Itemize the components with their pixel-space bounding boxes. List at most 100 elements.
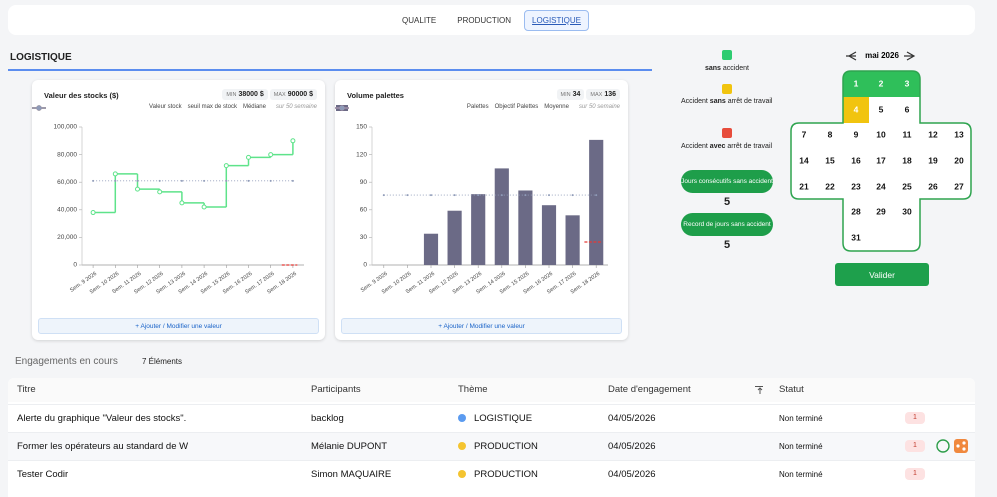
- day[interactable]: 20: [954, 155, 964, 165]
- day[interactable]: 1: [854, 78, 859, 88]
- share-dot: [956, 444, 960, 448]
- cell-title: Alerte du graphique "Valeur des stocks".: [17, 405, 186, 432]
- day[interactable]: 5: [879, 104, 884, 114]
- reference-point: [92, 179, 95, 182]
- legend: Valeur stock seuil max de stock Médiane sur…: [32, 104, 317, 111]
- reference-point: [382, 194, 385, 197]
- y-tick-label: 60,000: [57, 179, 77, 186]
- reference-point: [180, 179, 183, 182]
- text: Non terminé: [779, 414, 823, 423]
- stat-label: MIN: [226, 92, 237, 98]
- prev-month[interactable]: [846, 51, 857, 61]
- day[interactable]: 21: [799, 181, 809, 191]
- day[interactable]: 2: [879, 78, 884, 88]
- legend-label: Médiane: [242, 104, 266, 110]
- reference-point: [225, 179, 228, 182]
- gauge-icon[interactable]: [936, 439, 950, 453]
- reference-point: [406, 194, 409, 197]
- day[interactable]: 26: [928, 181, 938, 191]
- reference-point: [291, 179, 294, 182]
- legend-swatch: [722, 50, 732, 60]
- bar: [565, 215, 580, 265]
- day[interactable]: 24: [876, 181, 886, 191]
- day[interactable]: 3: [905, 78, 910, 88]
- day[interactable]: 7: [802, 129, 807, 139]
- chart-title: Valeur des stocks ($): [44, 91, 119, 100]
- day[interactable]: 4: [854, 104, 859, 114]
- day[interactable]: 19: [928, 155, 938, 165]
- day[interactable]: 18: [902, 155, 912, 165]
- day[interactable]: 28: [851, 206, 861, 216]
- day[interactable]: 14: [799, 155, 809, 165]
- day[interactable]: 27: [954, 181, 964, 191]
- text: PRODUCTION: [474, 469, 538, 480]
- day[interactable]: 6: [905, 104, 910, 114]
- stat-value: 90000 $: [287, 91, 313, 98]
- table-header-bg: [8, 378, 975, 402]
- day[interactable]: 30: [902, 206, 912, 216]
- point: [179, 200, 185, 206]
- counter-button[interactable]: Jours consécutifs sans accident: [681, 170, 773, 193]
- cell-theme: PRODUCTION: [458, 461, 538, 488]
- day[interactable]: 29: [876, 206, 886, 216]
- day[interactable]: 17: [876, 155, 886, 165]
- text: arrêt de travail: [725, 143, 773, 150]
- cell-date: 04/05/2026: [608, 433, 656, 460]
- reference-point: [571, 194, 574, 197]
- text: Simon MAQUAIRE: [311, 469, 392, 480]
- text: accident: [720, 65, 749, 72]
- reference-point: [430, 194, 432, 197]
- calendar-bg: [791, 71, 971, 251]
- day-status: [843, 97, 869, 123]
- edit-button[interactable]: + Ajouter / Modifier une valeur: [38, 318, 319, 334]
- sort-icon[interactable]: [754, 385, 764, 395]
- day[interactable]: 16: [851, 155, 861, 165]
- edit-button[interactable]: + Ajouter / Modifier une valeur: [341, 318, 622, 334]
- validate-button[interactable]: Valider: [835, 263, 929, 286]
- counter-button[interactable]: Record de jours sans accident: [681, 213, 773, 236]
- day[interactable]: 15: [825, 155, 835, 165]
- legend-item: Moyenne: [335, 104, 569, 111]
- text: Former les opérateurs au standard de W: [17, 441, 189, 452]
- text: Non terminé: [779, 442, 823, 451]
- share-icon[interactable]: [954, 439, 968, 453]
- day[interactable]: 11: [903, 129, 912, 139]
- reference-point: [595, 194, 598, 197]
- reference-point: [136, 179, 139, 182]
- point: [157, 189, 163, 195]
- day[interactable]: 8: [828, 129, 833, 139]
- counter-value: 5: [723, 239, 731, 251]
- day[interactable]: 22: [825, 181, 835, 191]
- point: [268, 152, 274, 158]
- day[interactable]: 25: [902, 181, 912, 191]
- tab[interactable]: PRODUCTION: [457, 15, 512, 25]
- day-status: [894, 71, 920, 97]
- day[interactable]: 10: [876, 129, 886, 139]
- y-tick-label: 0: [363, 262, 367, 269]
- stat-min: MIN 38000 $: [222, 89, 268, 100]
- share-dot: [962, 447, 966, 451]
- text-bold: sans: [705, 65, 721, 72]
- day[interactable]: 23: [851, 181, 861, 191]
- cell-date: 04/05/2026: [608, 405, 656, 432]
- cell-title: Tester Codir: [17, 461, 68, 488]
- y-tick-label: 120: [356, 151, 367, 158]
- table-row: Former les opérateurs au standard de W Mé…: [8, 432, 975, 460]
- tab[interactable]: QUALITE: [402, 15, 437, 25]
- day[interactable]: 12: [928, 129, 938, 139]
- legend: Palettes Objectif Palettes Moyenne sur 50 s…: [335, 104, 620, 111]
- table: Titre Participants Thème Date d'engagement S…: [8, 378, 975, 497]
- day[interactable]: 31: [851, 232, 861, 242]
- tab[interactable]: LOGISTIQUE: [524, 9, 589, 31]
- column-header: Titre: [17, 384, 36, 395]
- chart-stats: MIN 38000 $ MAX 90000 $: [222, 89, 317, 100]
- y-tick-label: 20,000: [57, 234, 77, 241]
- point: [135, 186, 140, 192]
- day[interactable]: 9: [854, 129, 859, 139]
- day[interactable]: 13: [954, 129, 964, 139]
- legend-text: Accident avec arrêt de travail: [681, 141, 773, 152]
- calendar-outline: [790, 70, 972, 252]
- next-month[interactable]: [904, 51, 916, 61]
- chart-note: sur 50 semaine: [578, 104, 620, 110]
